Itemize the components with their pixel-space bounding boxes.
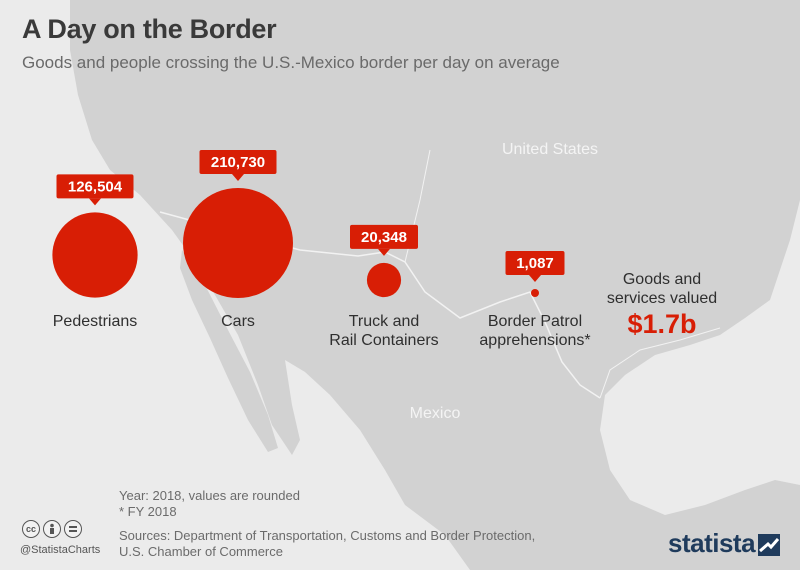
category-label-0: Pedestrians: [53, 313, 138, 330]
chart-subtitle: Goods and people crossing the U.S.-Mexic…: [22, 53, 560, 72]
value-label-0: 126,504: [68, 178, 123, 195]
cc-icon: cc: [22, 520, 40, 538]
statista-logo-icon: [758, 534, 780, 556]
region-label-us: United States: [501, 141, 599, 158]
baja-peninsula: [180, 250, 278, 452]
border-line: [159, 211, 601, 399]
value-callout-box-1: [199, 150, 277, 174]
value-label-2: 20,348: [361, 229, 407, 246]
by-person-icon: [43, 520, 61, 538]
nd-equals-icon: [64, 520, 82, 538]
goods-services-value: $1.7b: [627, 309, 697, 339]
bubble-0: [52, 212, 138, 298]
category-label-2: Truck and Rail Containers: [329, 313, 438, 349]
land-mass: [70, 0, 800, 570]
sources-line-2: U.S. Chamber of Commerce: [119, 544, 283, 559]
category-label-1: Cars: [221, 313, 255, 330]
bubble-3: [531, 289, 539, 297]
value-callout-box-2: [350, 224, 418, 249]
gulf-coast-line: [599, 327, 721, 399]
value-label-3: 1,087: [516, 255, 554, 272]
value-callout-pointer-0: [89, 198, 101, 206]
value-callout-pointer-3: [529, 275, 541, 282]
goods-services-label: Goods and services valued: [606, 271, 718, 307]
social-handle[interactable]: @StatistaCharts: [20, 544, 101, 556]
value-callout-pointer-2: [378, 248, 390, 256]
region-label-mexico: Mexico: [409, 405, 461, 422]
bubble-1: [183, 188, 293, 298]
value-callout-box-0: [56, 174, 134, 199]
fy-note: * FY 2018: [119, 504, 177, 519]
sources-line-1: Sources: Department of Transportation, C…: [119, 528, 536, 543]
year-note: Year: 2018, values are rounded: [119, 488, 300, 503]
bubble-2: [366, 262, 402, 298]
license-icons: cc: [22, 520, 82, 540]
value-callout-pointer-1: [232, 174, 244, 181]
category-label-3: Border Patrol apprehensions*: [479, 313, 590, 349]
value-callout-box-3: [505, 251, 565, 275]
value-label-1: 210,730: [211, 154, 265, 171]
statista-logo-text[interactable]: statista: [668, 528, 756, 558]
chart-title: A Day on the Border: [22, 14, 277, 44]
